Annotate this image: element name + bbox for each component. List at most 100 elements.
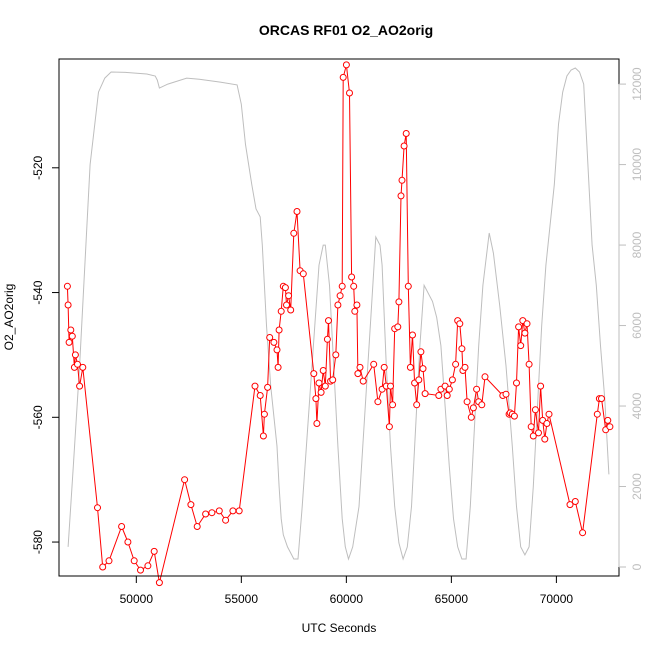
y2-axis: 0 2000 4000 6000 8000 10000 12000 bbox=[618, 67, 644, 570]
data-point bbox=[319, 367, 327, 374]
data-point bbox=[406, 363, 414, 371]
primary-series-line bbox=[66, 64, 611, 583]
data-point bbox=[124, 538, 132, 546]
data-point bbox=[260, 410, 268, 418]
y2-tick-label: 8000 bbox=[630, 231, 644, 258]
data-point bbox=[370, 360, 378, 368]
data-point bbox=[543, 420, 551, 427]
data-point bbox=[515, 323, 523, 331]
data-point bbox=[606, 423, 614, 431]
x-axis-label: UTC Seconds bbox=[302, 621, 377, 635]
data-point bbox=[409, 331, 416, 339]
data-point bbox=[545, 410, 553, 418]
x-tick-label: 50000 bbox=[120, 592, 154, 606]
data-point bbox=[359, 377, 367, 385]
data-point bbox=[130, 557, 138, 565]
y2-tick-label: 0 bbox=[630, 563, 644, 570]
data-point bbox=[287, 306, 295, 314]
data-point bbox=[74, 360, 81, 368]
data-point bbox=[353, 301, 361, 309]
data-point bbox=[67, 326, 75, 334]
data-point bbox=[394, 323, 402, 331]
x-tick-label: 70000 bbox=[540, 592, 574, 606]
data-point bbox=[99, 563, 107, 571]
data-point bbox=[285, 292, 293, 300]
data-point bbox=[270, 338, 278, 346]
data-point bbox=[313, 420, 321, 427]
data-point bbox=[208, 509, 216, 517]
data-point bbox=[535, 429, 542, 437]
data-point bbox=[513, 379, 520, 387]
data-point bbox=[235, 507, 243, 515]
data-point bbox=[193, 523, 201, 530]
data-point bbox=[593, 410, 601, 418]
data-point bbox=[274, 363, 282, 371]
data-point bbox=[137, 566, 144, 574]
data-point bbox=[259, 432, 267, 440]
data-point bbox=[374, 398, 382, 406]
data-point bbox=[452, 360, 460, 368]
data-point bbox=[421, 390, 429, 398]
data-point bbox=[517, 342, 525, 350]
data-point bbox=[293, 208, 301, 215]
data-point bbox=[541, 435, 549, 443]
data-point bbox=[385, 423, 393, 431]
data-point bbox=[525, 360, 533, 368]
data-point bbox=[348, 273, 356, 281]
data-point bbox=[79, 363, 87, 371]
data-point bbox=[571, 498, 579, 505]
x-axis: 50000 55000 60000 65000 70000 bbox=[120, 575, 574, 606]
y-tick-label: -580 bbox=[31, 530, 45, 554]
data-point bbox=[144, 562, 152, 570]
plot-frame bbox=[58, 58, 620, 577]
data-point bbox=[118, 523, 126, 530]
data-point bbox=[321, 382, 329, 390]
data-point bbox=[529, 432, 537, 440]
y-tick-label: -540 bbox=[31, 280, 45, 304]
y-tick-label: -560 bbox=[31, 405, 45, 429]
data-point bbox=[283, 301, 290, 309]
data-point bbox=[445, 385, 453, 393]
data-point bbox=[417, 348, 425, 356]
data-point bbox=[604, 416, 612, 424]
data-point bbox=[150, 547, 158, 555]
data-point bbox=[229, 507, 237, 515]
x-tick-label: 55000 bbox=[225, 592, 259, 606]
data-point bbox=[76, 382, 84, 390]
data-point bbox=[339, 73, 347, 81]
x-tick-label: 60000 bbox=[330, 592, 364, 606]
data-point bbox=[273, 346, 281, 354]
data-point bbox=[579, 529, 587, 537]
data-point bbox=[312, 395, 320, 403]
data-point bbox=[448, 376, 456, 384]
data-point bbox=[323, 335, 331, 343]
data-point bbox=[64, 301, 72, 309]
data-point bbox=[299, 270, 307, 278]
data-point bbox=[334, 301, 342, 309]
data-point bbox=[478, 401, 486, 409]
secondary-series bbox=[67, 67, 610, 561]
data-point bbox=[351, 307, 359, 315]
data-point bbox=[404, 282, 412, 290]
x-tick-label: 65000 bbox=[435, 592, 469, 606]
data-point bbox=[523, 320, 531, 328]
data-point bbox=[266, 334, 274, 341]
data-point bbox=[338, 282, 346, 290]
data-point bbox=[63, 282, 71, 290]
y2-tick-label: 2000 bbox=[630, 473, 644, 500]
data-point bbox=[332, 351, 340, 359]
data-point bbox=[65, 338, 73, 346]
y2-tick-label: 6000 bbox=[630, 312, 644, 339]
data-point bbox=[251, 382, 259, 390]
data-point bbox=[415, 376, 423, 384]
data-point bbox=[310, 370, 318, 378]
data-point bbox=[402, 130, 410, 137]
data-point bbox=[281, 284, 289, 292]
data-point bbox=[463, 398, 471, 406]
data-point bbox=[510, 412, 518, 420]
data-point bbox=[521, 329, 529, 337]
data-point bbox=[395, 298, 403, 306]
data-point bbox=[387, 382, 394, 390]
data-point bbox=[467, 413, 475, 421]
primary-series bbox=[63, 61, 614, 587]
